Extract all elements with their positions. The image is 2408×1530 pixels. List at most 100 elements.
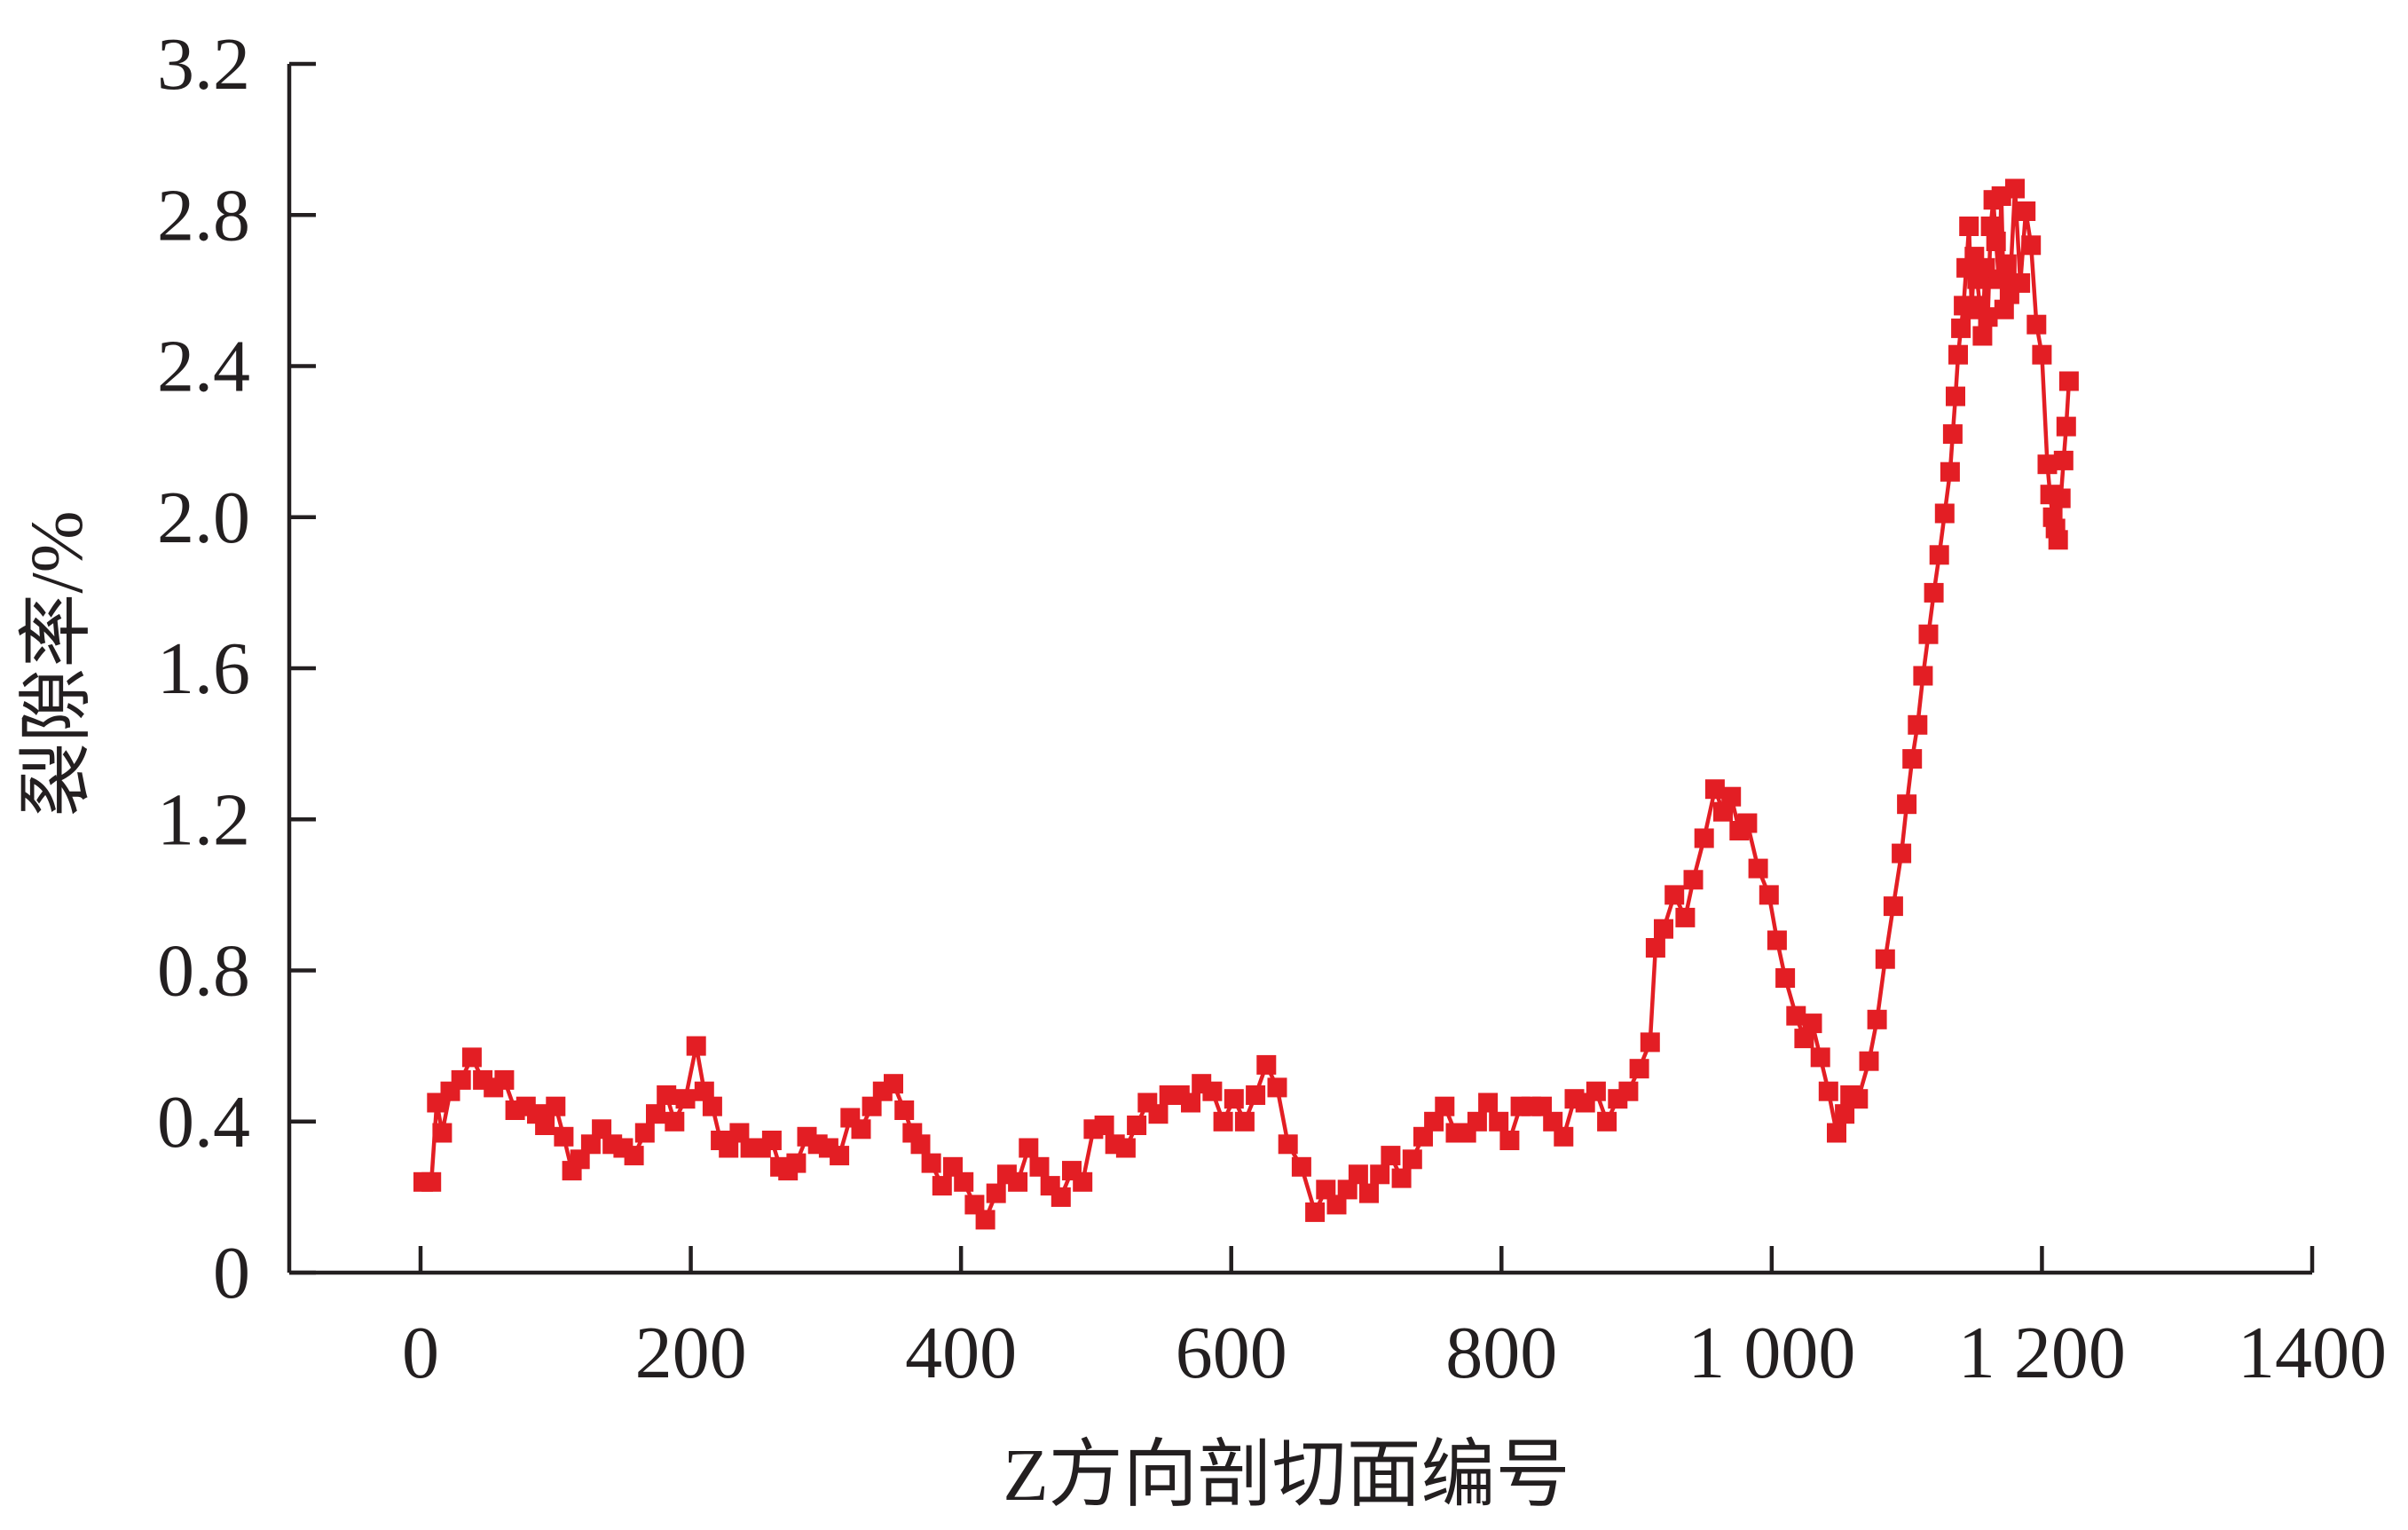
x-tick-label: 0 [402,1312,439,1394]
data-point [786,1153,807,1173]
data-point [1737,813,1758,833]
data-point [719,1138,739,1158]
data-point [894,1100,915,1120]
data-point [1978,307,1998,327]
data-point [2056,416,2076,437]
data-point [1946,386,1965,406]
data-point [494,1069,515,1090]
data-point [1413,1126,1433,1147]
data-point [1435,1096,1455,1116]
data-point [1980,217,2001,236]
y-tick-label: 2.8 [157,174,250,256]
data-point [862,1096,882,1116]
data-point [2005,178,2025,199]
data-point [1948,344,1968,365]
data-point [1224,1089,1244,1109]
data-point [554,1126,574,1147]
data-point [1721,786,1742,807]
series-group [413,178,2079,1230]
data-point [535,1116,555,1135]
data-point [580,1134,601,1155]
data-point [1704,779,1725,800]
y-axis: 0 0.4 0.8 1.2 1.6 2.0 2.4 2.8 3.2 [157,23,316,1314]
data-point [1859,1051,1879,1071]
data-point [1586,1081,1606,1101]
data-point [2032,344,2052,365]
data-point [1051,1187,1071,1207]
y-tick-label: 0.4 [157,1081,250,1163]
data-point [2021,235,2042,256]
data-point [1848,1089,1869,1109]
data-point [1827,1123,1846,1143]
data-point [686,1036,706,1056]
data-point [2053,450,2074,470]
x-ticks: 0 200 400 600 800 1 000 1 200 1400 [402,1246,2387,1394]
y-ticks: 0 0.4 0.8 1.2 1.6 2.0 2.4 2.8 3.2 [157,23,316,1314]
data-point [1988,269,2009,289]
data-point [665,1111,685,1132]
data-point [1073,1171,1093,1192]
data-point [1942,424,1963,445]
data-point [2011,272,2031,293]
data-point [1402,1149,1422,1170]
data-point [2058,371,2079,391]
data-point [1810,1047,1830,1068]
data-point [1316,1179,1336,1200]
series-markers [413,178,2079,1230]
data-point [1924,582,1944,603]
y-axis-title: 裂隙率/% [16,510,98,816]
data-point [1305,1202,1326,1222]
x-tick-label: 1 200 [1958,1312,2126,1394]
data-point [1381,1146,1401,1166]
y-tick-label: 3.2 [157,23,250,106]
data-point [1913,666,1933,686]
data-point [1478,1092,1499,1113]
data-point [646,1104,665,1124]
data-point [1934,503,1955,524]
x-tick-label: 600 [1176,1312,1287,1394]
data-point [1019,1138,1039,1158]
data-point [1972,326,1993,346]
data-point [1115,1138,1136,1158]
data-point [1467,1111,1487,1132]
data-point [1654,919,1673,939]
data-point [592,1119,612,1140]
data-point [451,1069,471,1090]
data-point [1951,318,1971,338]
data-point [1554,1126,1574,1147]
data-point [1532,1096,1552,1116]
data-point [1489,1111,1509,1132]
data-point [1902,749,1923,769]
data-point [570,1149,590,1170]
data-point [1802,1013,1822,1034]
x-tick-label: 800 [1445,1312,1557,1394]
data-point [954,1171,974,1192]
data-point [1094,1116,1114,1135]
data-point [1713,801,1733,822]
data-point [986,1183,1006,1203]
data-point [851,1119,871,1140]
data-point [2048,530,2068,550]
data-point [2037,454,2058,475]
data-point [1326,1195,1347,1215]
data-point [624,1146,644,1166]
data-point [1597,1111,1617,1132]
data-point [1359,1183,1379,1203]
data-point [1640,1032,1660,1053]
data-point [1424,1111,1444,1132]
data-point [694,1081,714,1101]
data-point [1291,1156,1311,1177]
data-point [1883,896,1903,917]
data-point [2026,314,2047,335]
data-point [921,1153,941,1173]
data-point [432,1123,452,1143]
y-tick-label: 1.6 [157,627,250,710]
x-tick-label: 400 [905,1312,1017,1394]
data-point [964,1195,985,1215]
data-point [943,1156,963,1177]
data-point [1875,949,1895,969]
data-point [1940,461,1960,482]
data-point [1918,624,1939,644]
x-tick-label: 1 000 [1688,1312,1855,1394]
